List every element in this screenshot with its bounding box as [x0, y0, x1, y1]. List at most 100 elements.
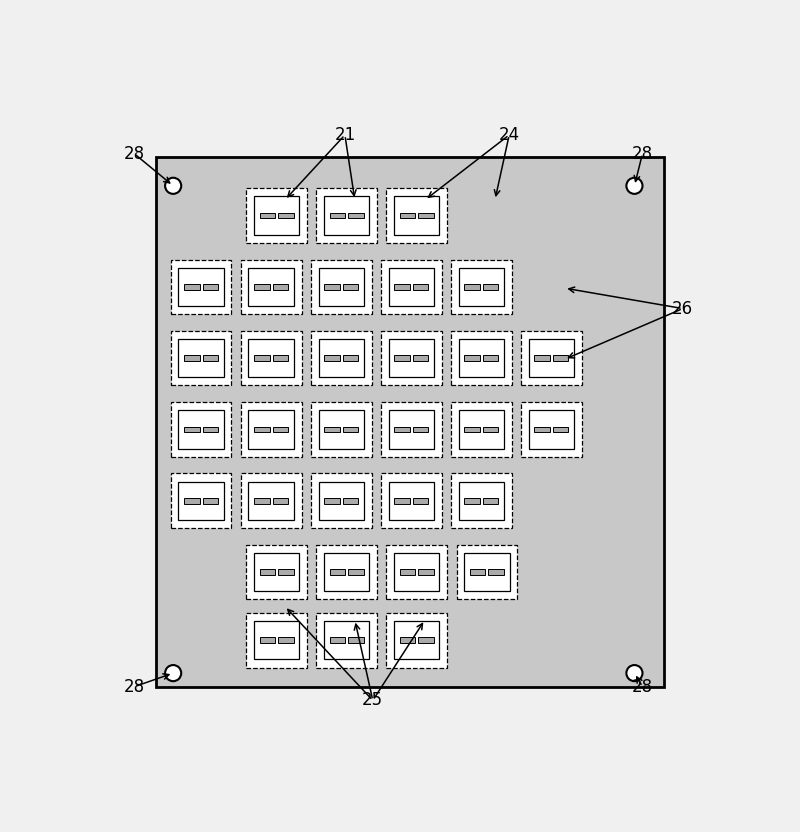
Bar: [178, 410, 224, 448]
Bar: [470, 569, 486, 575]
Bar: [413, 498, 428, 503]
Bar: [489, 569, 504, 575]
Bar: [330, 213, 346, 218]
Bar: [464, 355, 480, 361]
Bar: [458, 339, 504, 378]
Bar: [342, 498, 358, 503]
Bar: [342, 284, 358, 290]
Bar: [394, 427, 410, 433]
Bar: [418, 637, 434, 643]
Bar: [170, 473, 231, 528]
Bar: [241, 260, 302, 314]
Circle shape: [626, 665, 642, 681]
Bar: [483, 427, 498, 433]
Text: 28: 28: [632, 678, 653, 696]
Bar: [553, 355, 569, 361]
Bar: [254, 196, 299, 235]
Bar: [451, 331, 512, 385]
Text: 28: 28: [123, 678, 145, 696]
Bar: [170, 260, 231, 314]
Bar: [381, 473, 442, 528]
Bar: [324, 498, 340, 503]
Bar: [386, 188, 447, 243]
Bar: [278, 569, 294, 575]
Bar: [178, 268, 224, 306]
Bar: [400, 637, 415, 643]
Bar: [464, 427, 480, 433]
Bar: [394, 621, 439, 660]
Bar: [534, 355, 550, 361]
Bar: [254, 621, 299, 660]
Bar: [342, 427, 358, 433]
Bar: [310, 402, 371, 457]
Bar: [278, 213, 294, 218]
Bar: [324, 552, 370, 592]
Bar: [184, 284, 199, 290]
Bar: [457, 545, 518, 599]
Bar: [400, 213, 415, 218]
Bar: [156, 156, 664, 686]
Bar: [273, 355, 288, 361]
Circle shape: [165, 178, 182, 194]
Bar: [273, 498, 288, 503]
Text: 25: 25: [362, 691, 383, 710]
Bar: [260, 637, 275, 643]
Bar: [389, 482, 434, 520]
Text: 28: 28: [123, 145, 145, 162]
Bar: [394, 284, 410, 290]
Bar: [178, 482, 224, 520]
Bar: [348, 637, 364, 643]
Bar: [260, 569, 275, 575]
Bar: [318, 268, 364, 306]
Bar: [170, 402, 231, 457]
Bar: [458, 268, 504, 306]
Bar: [178, 339, 224, 378]
Bar: [451, 260, 512, 314]
Bar: [389, 410, 434, 448]
Bar: [483, 355, 498, 361]
Bar: [534, 427, 550, 433]
Bar: [310, 260, 371, 314]
Bar: [254, 427, 270, 433]
Bar: [386, 545, 447, 599]
Bar: [241, 331, 302, 385]
Circle shape: [165, 665, 182, 681]
Bar: [458, 410, 504, 448]
Bar: [348, 213, 364, 218]
Bar: [202, 427, 218, 433]
Bar: [464, 552, 510, 592]
Bar: [529, 410, 574, 448]
Bar: [246, 188, 307, 243]
Bar: [521, 402, 582, 457]
Bar: [324, 284, 340, 290]
Bar: [202, 355, 218, 361]
Bar: [273, 427, 288, 433]
Bar: [318, 482, 364, 520]
Bar: [273, 284, 288, 290]
Text: 24: 24: [498, 126, 520, 144]
Bar: [389, 339, 434, 378]
Bar: [483, 498, 498, 503]
Bar: [394, 196, 439, 235]
Text: 26: 26: [672, 300, 694, 318]
Bar: [521, 331, 582, 385]
Bar: [254, 552, 299, 592]
Bar: [394, 355, 410, 361]
Bar: [464, 498, 480, 503]
Bar: [330, 569, 346, 575]
Bar: [254, 355, 270, 361]
Bar: [184, 427, 199, 433]
Bar: [316, 545, 377, 599]
Text: 21: 21: [334, 126, 355, 144]
Bar: [249, 482, 294, 520]
Bar: [318, 410, 364, 448]
Bar: [458, 482, 504, 520]
Bar: [202, 498, 218, 503]
Circle shape: [626, 178, 642, 194]
Bar: [413, 427, 428, 433]
Bar: [249, 339, 294, 378]
Bar: [310, 473, 371, 528]
Bar: [202, 284, 218, 290]
Bar: [260, 213, 275, 218]
Bar: [553, 427, 569, 433]
